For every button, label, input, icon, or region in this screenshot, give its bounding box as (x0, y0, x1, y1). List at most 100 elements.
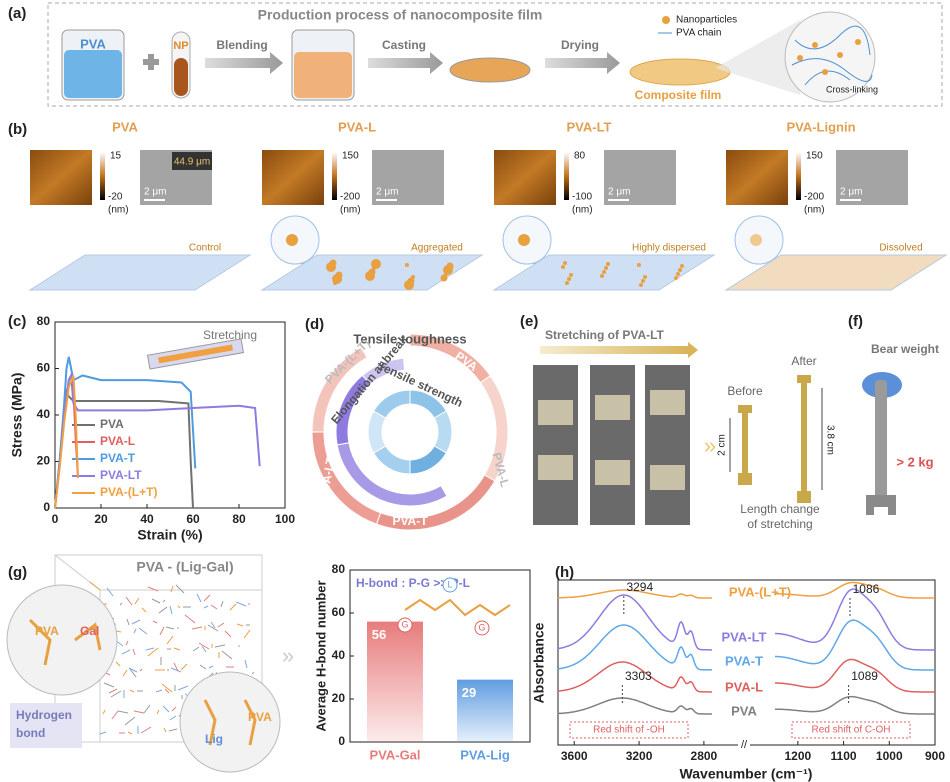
frame (47, 2, 943, 107)
bond (128, 667, 138, 673)
rect (538, 455, 573, 480)
colorbar-min: -200 (804, 192, 824, 203)
panel-f: (f) Bear weight > 2 kg (848, 313, 939, 515)
legend-label: PVA-(L+T) (100, 485, 157, 499)
peak-label: 1086 (853, 582, 880, 596)
process-title: Production process of nanocomposite film (258, 7, 543, 23)
inset-circle (784, 11, 876, 103)
bond (180, 663, 188, 671)
series-label: PVA-T (725, 653, 763, 668)
rect (650, 465, 685, 490)
inset-label: Cross-linking (826, 84, 878, 94)
scale-label: 2 μm (608, 187, 630, 198)
plus (148, 54, 154, 70)
bond (210, 604, 218, 610)
after-label: After (791, 354, 816, 368)
zoom-content (518, 234, 530, 246)
x-tick-label: PVA-Gal (369, 747, 420, 762)
spectrum (775, 658, 935, 693)
bond (203, 594, 211, 602)
legend-text: Hydrogen (16, 708, 72, 722)
glyph: L (447, 579, 452, 589)
molecule-sketch (404, 598, 511, 617)
bond (119, 602, 123, 606)
arrow (368, 52, 443, 74)
chevrons: » (704, 433, 716, 458)
particle (639, 283, 643, 287)
y-tick-label: 60 (37, 361, 51, 375)
bond (214, 644, 226, 648)
series-label: PVA-(L+T) (729, 584, 791, 599)
colorbar-unit: (nm) (572, 205, 593, 216)
bond (145, 647, 155, 651)
spectrum (775, 695, 935, 715)
glyph-circle (397, 617, 413, 633)
bond (111, 710, 119, 720)
bond (162, 705, 170, 713)
bond (177, 605, 181, 609)
zoom-cone (715, 20, 800, 95)
afm-image (262, 150, 324, 205)
bond (184, 614, 196, 624)
bond (140, 726, 152, 734)
series-label: PVA (731, 703, 757, 718)
bond (173, 662, 179, 672)
bond (117, 710, 129, 714)
glyph-circle (442, 577, 458, 593)
bond (106, 587, 114, 597)
particle (333, 281, 337, 285)
bond (126, 618, 130, 626)
bond (143, 704, 151, 714)
wrench (875, 380, 887, 500)
afm-image (494, 150, 556, 205)
colorbar-min: -20 (108, 192, 123, 203)
sample-title: PVA-Lignin (786, 119, 855, 134)
wrench-head (866, 495, 896, 515)
glyph: G (478, 622, 485, 632)
spectrum (557, 697, 712, 715)
particle (326, 262, 336, 272)
legend-label: PVA-T (100, 451, 136, 465)
bond (115, 661, 121, 667)
bond (169, 605, 173, 615)
bond (165, 626, 175, 630)
strength-arc (372, 389, 411, 419)
x-tick-label: 40 (140, 512, 154, 526)
bond (147, 647, 159, 657)
bond (124, 716, 136, 726)
bond (131, 619, 141, 625)
x-tick-label: 1200 (785, 749, 812, 763)
spectrum (557, 594, 712, 651)
before-length: 2 cm (717, 434, 728, 456)
step-label: Blending (216, 38, 267, 52)
particle (567, 277, 571, 281)
bond (158, 606, 168, 614)
specimen-before (738, 405, 752, 485)
system-title: PVA - (Lig-Gal) (136, 559, 233, 575)
peak-label: 1089 (851, 669, 878, 683)
pva-chain (203, 699, 257, 746)
height-box (172, 152, 212, 170)
y-tick-label: 0 (43, 500, 50, 514)
particle (676, 272, 680, 276)
bond (198, 642, 210, 650)
particle (569, 273, 573, 277)
colorbar-max: 80 (574, 151, 586, 162)
bond (162, 599, 166, 603)
particle (563, 261, 567, 265)
particle (680, 264, 684, 268)
y-tick-label: 40 (332, 648, 346, 662)
panel-label: (f) (848, 313, 863, 330)
bond (224, 630, 232, 638)
bond (152, 620, 158, 624)
film-sheet (28, 254, 252, 291)
scale-label: 2 μm (376, 187, 398, 198)
zoom-label: Gal (80, 624, 99, 638)
colorbar (796, 152, 801, 200)
colorbar (564, 152, 569, 200)
grips (538, 390, 685, 490)
rect (650, 390, 685, 415)
bond (235, 601, 247, 607)
x-tick-label: 80 (232, 512, 246, 526)
weight-title: Bear weight (871, 342, 939, 356)
